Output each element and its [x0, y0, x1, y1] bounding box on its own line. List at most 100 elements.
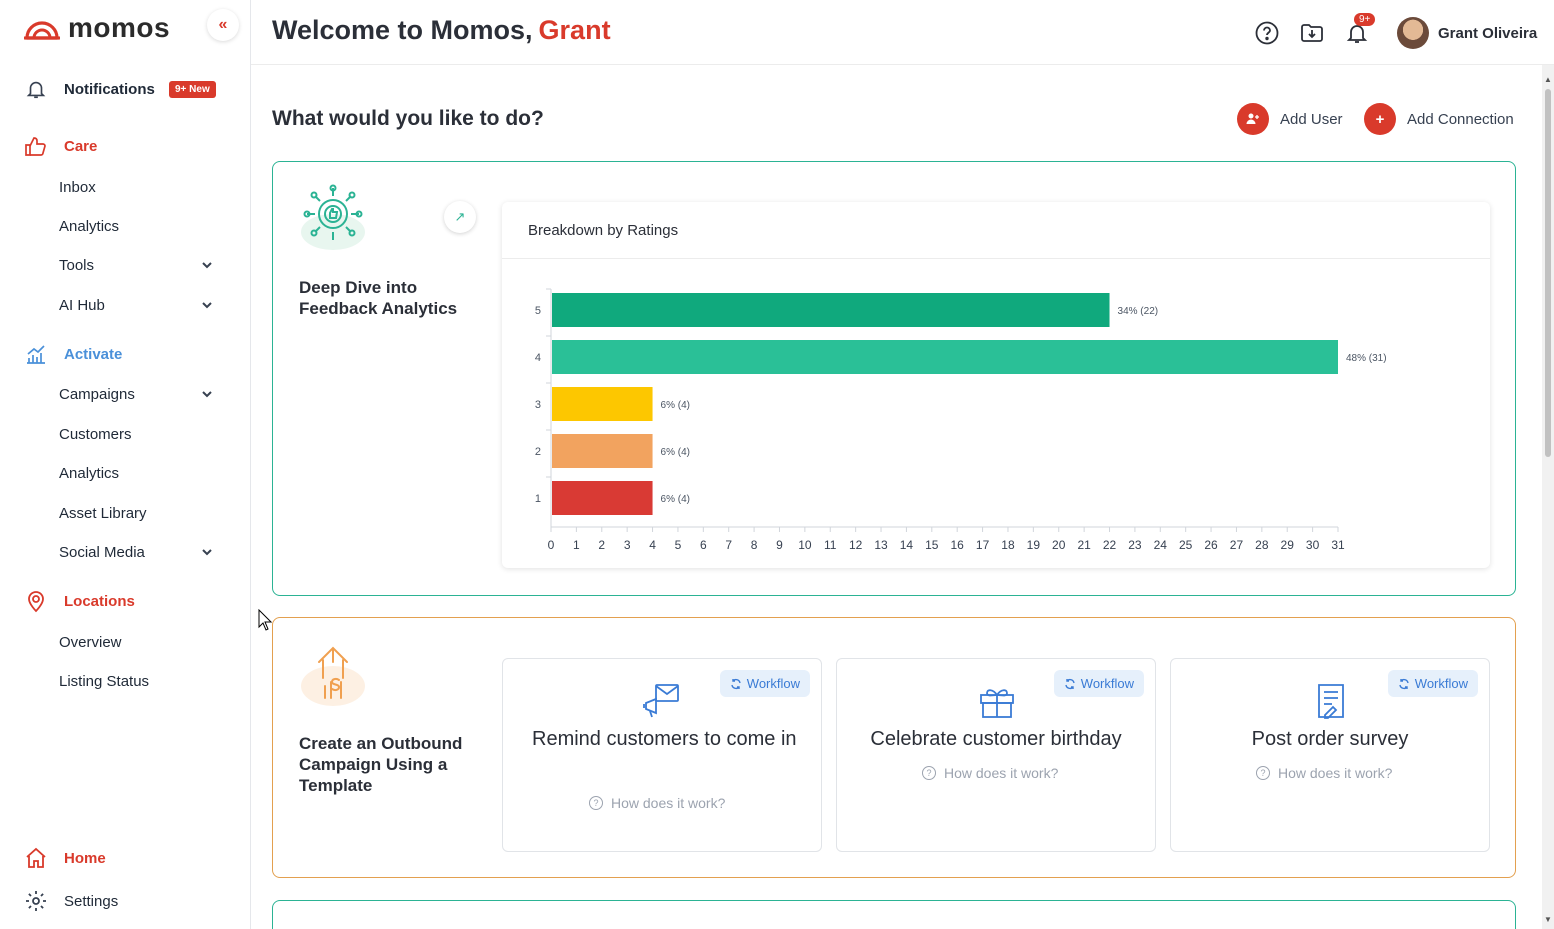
sidebar-item-label: Social Media: [59, 543, 145, 561]
template-post-order-survey[interactable]: Workflow Post order survey ? How does it…: [1170, 658, 1490, 852]
outbound-campaign-card[interactable]: Create an Outbound Campaign Using a Temp…: [272, 617, 1516, 878]
survey-document-icon: [1318, 684, 1344, 719]
add-user-button[interactable]: Add User: [1237, 103, 1343, 135]
avatar[interactable]: [1397, 17, 1429, 49]
how-it-works-link[interactable]: ? How does it work?: [589, 795, 725, 811]
sidebar-item-tools[interactable]: Tools: [0, 254, 251, 276]
main-content: What would you like to do? Add User + Ad…: [251, 65, 1542, 929]
help-icon: ?: [922, 766, 936, 780]
download-folder-icon[interactable]: [1299, 20, 1325, 46]
vertical-scrollbar[interactable]: ▲ ▼: [1542, 65, 1554, 929]
sidebar-section-activate[interactable]: Activate: [0, 343, 251, 365]
sidebar-item-label: Asset Library: [59, 504, 147, 522]
template-remind-customers[interactable]: Workflow Remind customers to come in ? H…: [502, 658, 822, 852]
welcome-text: Welcome to Momos,: [272, 15, 533, 45]
thumbs-up-icon: [23, 133, 49, 159]
how-it-works-link[interactable]: ? How does it work?: [1256, 765, 1392, 781]
x-tick-label: 30: [1306, 538, 1320, 552]
new-badge: 9+ New: [169, 80, 216, 98]
sidebar-item-customers[interactable]: Customers: [0, 423, 251, 445]
y-tick-label: 5: [535, 305, 541, 317]
scroll-down-arrow[interactable]: ▼: [1544, 915, 1552, 924]
expand-button[interactable]: ↗: [444, 201, 476, 233]
sidebar-item-inbox[interactable]: Inbox: [0, 176, 251, 198]
x-tick-label: 7: [725, 538, 732, 552]
scrollbar-thumb[interactable]: [1545, 89, 1551, 457]
sidebar-item-settings[interactable]: Settings: [0, 890, 251, 912]
sidebar-section-label: Activate: [64, 345, 123, 363]
y-tick-label: 3: [535, 399, 541, 411]
bar: [552, 481, 653, 515]
x-tick-label: 28: [1255, 538, 1269, 552]
chevron-down-icon: [202, 549, 212, 556]
section-heading: What would you like to do?: [272, 107, 544, 130]
how-it-works-link[interactable]: ? How does it work?: [922, 765, 1058, 781]
money-growth-icon: [301, 646, 365, 706]
feedback-analytics-card[interactable]: ↗ Deep Dive into Feedback Analytics Brea…: [272, 161, 1516, 596]
sidebar-item-label: Overview: [59, 633, 122, 651]
sidebar-item-label: Tools: [59, 256, 95, 274]
momos-logo-icon: [24, 21, 60, 40]
how-it-works-label: How does it work?: [611, 795, 726, 811]
x-tick-label: 20: [1052, 538, 1066, 552]
sidebar-item-care-analytics[interactable]: Analytics: [0, 215, 251, 237]
next-card-partial[interactable]: [272, 900, 1516, 929]
data-label: 6% (4): [661, 494, 690, 505]
gift-icon: [980, 689, 1014, 718]
bell-icon: [23, 76, 49, 102]
sidebar-item-label: Analytics: [59, 217, 120, 235]
x-tick-label: 10: [798, 538, 812, 552]
add-user-icon: [1237, 103, 1269, 135]
sidebar: momos « Notifications 9+ New Care Inbox …: [0, 0, 251, 929]
notification-bell-icon[interactable]: [1344, 20, 1370, 46]
sidebar-item-ai-hub[interactable]: AI Hub: [0, 294, 251, 316]
x-tick-label: 23: [1128, 538, 1142, 552]
collapse-sidebar-button[interactable]: «: [207, 9, 239, 41]
sidebar-item-activate-analytics[interactable]: Analytics: [0, 462, 251, 484]
card-title: Create an Outbound Campaign Using a Temp…: [299, 734, 463, 795]
template-title: Remind customers to come in: [532, 728, 797, 750]
sidebar-item-campaigns[interactable]: Campaigns: [0, 383, 251, 405]
chart-header: Breakdown by Ratings: [502, 202, 1490, 259]
x-tick-label: 16: [951, 538, 965, 552]
mouse-cursor-icon: [258, 609, 272, 631]
sidebar-item-label: Listing Status: [59, 672, 150, 690]
sidebar-item-overview[interactable]: Overview: [0, 631, 251, 653]
x-tick-label: 19: [1027, 538, 1041, 552]
megaphone-mail-icon: [643, 684, 679, 718]
sidebar-section-label: Locations: [64, 592, 135, 610]
template-celebrate-birthday[interactable]: Workflow Celebrate customer birthday ? H…: [836, 658, 1156, 852]
sidebar-item-label: Settings: [64, 892, 119, 910]
sidebar-item-notifications[interactable]: Notifications 9+ New: [0, 78, 251, 100]
help-icon[interactable]: [1254, 20, 1280, 46]
sidebar-item-label: Home: [64, 849, 106, 867]
scroll-up-arrow[interactable]: ▲: [1544, 75, 1552, 84]
refresh-icon: [1399, 678, 1409, 689]
brand-name: momos: [68, 12, 171, 43]
chevron-down-icon: [202, 262, 212, 269]
workflow-badge-label: Workflow: [746, 676, 800, 691]
user-first-name: Grant: [538, 15, 611, 45]
sidebar-item-home[interactable]: Home: [0, 847, 251, 869]
x-tick-label: 15: [925, 538, 939, 552]
template-title: Celebrate customer birthday: [870, 728, 1122, 750]
x-tick-label: 6: [700, 538, 707, 552]
sidebar-item-listing-status[interactable]: Listing Status: [0, 670, 251, 692]
bar: [552, 293, 1110, 327]
momos-logo[interactable]: momos: [24, 12, 170, 44]
how-it-works-label: How does it work?: [1278, 765, 1393, 781]
x-tick-label: 29: [1281, 538, 1295, 552]
add-user-label: Add User: [1280, 110, 1343, 128]
user-name[interactable]: Grant Oliveira: [1438, 25, 1538, 42]
sidebar-section-care[interactable]: Care: [0, 135, 251, 157]
x-tick-label: 13: [874, 538, 888, 552]
x-tick-label: 3: [624, 538, 631, 552]
sidebar-section-locations[interactable]: Locations: [0, 590, 251, 613]
data-label: 48% (31): [1346, 353, 1387, 364]
sidebar-item-social-media[interactable]: Social Media: [0, 541, 251, 563]
add-connection-button[interactable]: + Add Connection: [1364, 103, 1514, 135]
sidebar-item-asset-library[interactable]: Asset Library: [0, 502, 251, 524]
sidebar-item-label: Inbox: [59, 178, 96, 196]
y-tick-label: 4: [535, 352, 541, 364]
x-tick-label: 5: [675, 538, 682, 552]
